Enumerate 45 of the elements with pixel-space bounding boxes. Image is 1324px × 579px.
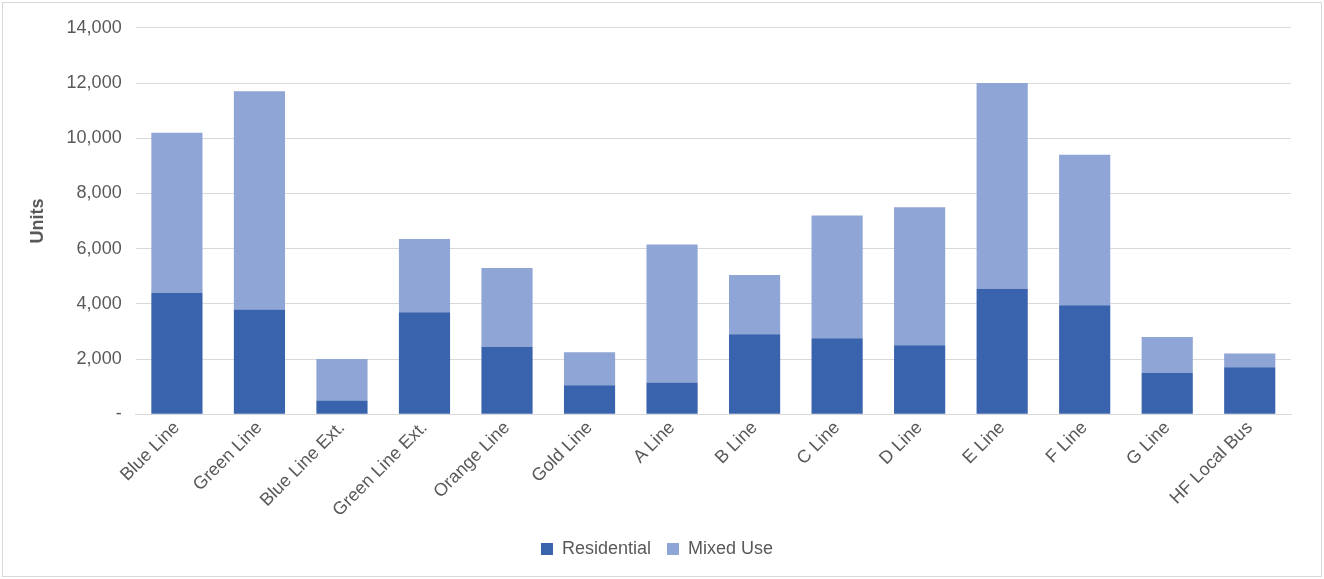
bar	[563, 385, 616, 414]
bar	[811, 215, 863, 339]
bar	[1059, 154, 1111, 306]
bar	[151, 292, 203, 414]
bar	[563, 352, 616, 386]
bar	[233, 309, 286, 414]
x-tick-label: A Line	[628, 417, 679, 467]
y-tick-label: 4,000	[76, 292, 122, 313]
x-tick-label: C Line	[792, 417, 844, 469]
x-tick-label: G Line	[1121, 417, 1174, 469]
x-tick-label: F Line	[1041, 417, 1092, 467]
y-tick-label: 10,000	[66, 127, 122, 148]
bar	[316, 359, 368, 401]
y-tick-label: 12,000	[66, 71, 122, 92]
bar	[976, 288, 1028, 414]
bar	[646, 382, 698, 414]
y-tick-label: 14,000	[66, 16, 122, 37]
bar	[894, 207, 946, 346]
bar	[151, 132, 203, 293]
bar	[481, 346, 533, 414]
x-tick-label: B Line	[710, 417, 761, 468]
y-axis-title: Units	[26, 198, 47, 244]
legend-label: Mixed Use	[688, 537, 774, 558]
bar	[729, 274, 781, 335]
y-tick-label: 2,000	[76, 348, 122, 369]
bar	[894, 345, 946, 414]
bar	[811, 338, 863, 414]
bar	[1059, 305, 1111, 414]
bar	[976, 83, 1028, 289]
y-tick-label: 8,000	[76, 182, 122, 203]
bar	[316, 400, 368, 414]
x-tick-label: E Line	[958, 417, 1009, 468]
bar	[1141, 336, 1193, 373]
bar	[1224, 353, 1276, 368]
legend-label: Residential	[561, 537, 652, 558]
bar	[481, 267, 533, 347]
bar	[1224, 367, 1276, 414]
bar	[729, 334, 781, 414]
bar	[398, 312, 451, 414]
bar	[233, 91, 286, 310]
x-tick-label: D Line	[875, 417, 926, 469]
y-tick-label: 6,000	[76, 237, 122, 258]
bar	[1141, 372, 1193, 414]
bar	[646, 244, 698, 383]
bar	[398, 238, 451, 313]
